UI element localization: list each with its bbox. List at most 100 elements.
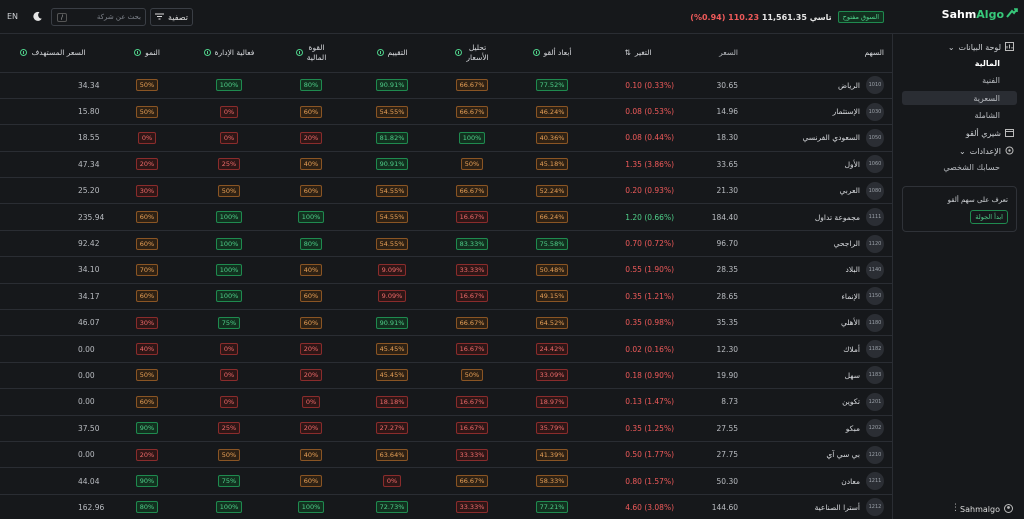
score-pill: 16.67% [455,422,489,435]
stock-name[interactable]: الإنماء [841,291,860,301]
table-row[interactable]: 1180 الأهلي 35.35 0.35 (0.98%) 64.52% 66.67% 9… [0,309,892,337]
stock-name[interactable]: البلاد [845,265,860,275]
target-price: 92.42 [0,230,106,258]
stock-price: 14.96 [684,98,742,126]
col-stock[interactable]: السهم [742,34,892,73]
table-row[interactable]: 1060 الأول 33.65 1.35 (3.86%) 45.18% 50% 90.91… [0,151,892,179]
sidebar-item-algo-picks[interactable]: شيري ألقو [966,128,1014,139]
info-icon[interactable] [455,49,463,57]
stock-name[interactable]: سهل [844,370,860,380]
score-pill: 66.67% [455,475,489,488]
score-pill: 41.39% [535,448,569,461]
table-row[interactable]: 1202 مبكو 27.55 0.35 (1.25%) 35.79% 16.67% 27.… [0,415,892,442]
table-row[interactable]: 1212 أسترا الصناعية 144.60 4.60 (3.08%) 77.2… [0,494,892,519]
sidebar-item-price[interactable]: السعرية [973,94,1000,103]
info-icon[interactable] [203,49,211,57]
col-change[interactable]: التغير ⇅ [592,34,684,73]
score-pill: 100% [458,131,486,144]
target-price: 37.50 [0,415,106,442]
logo[interactable]: SahmAlgo [942,8,1018,21]
sidebar-item-technical[interactable]: الفنية [982,76,1000,85]
stock-name[interactable]: الأهلي [840,318,860,328]
col-growth[interactable]: النمو [106,34,188,73]
sidebar-item-financial[interactable]: المالية [974,59,1000,68]
table-row[interactable]: 1210 بي سي آي 27.75 0.50 (1.77%) 41.39% 33.33… [0,441,892,469]
stock-name[interactable]: بي سي آي [826,450,860,460]
score-pill: 45.45% [375,343,409,356]
table-row[interactable]: 1182 أملاك 12.30 0.02 (0.16%) 24.42% 16.67% 45… [0,335,892,363]
stock-name[interactable]: العربي [839,186,860,196]
stock-code-avatar: 1120 [866,234,884,253]
stock-name[interactable]: أسترا الصناعية [814,502,860,512]
stock-name[interactable]: الإستثمار [832,107,860,117]
col-valuation[interactable]: التقييم [352,34,432,73]
stock-code-avatar: 1210 [866,445,884,464]
info-icon[interactable] [295,49,303,57]
stock-price: 21.30 [684,177,742,205]
sort-icon[interactable]: ⇅ [624,47,631,57]
score-pill: 50% [217,184,241,197]
stock-change: 0.08 (0.53%) [592,98,684,126]
target-price: 46.07 [0,309,106,337]
user-menu[interactable]: Sahmalgo ⋮ [893,500,1024,519]
table-row[interactable]: 1120 الراجحي 96.70 0.70 (0.72%) 75.58% 83.33%… [0,230,892,258]
info-icon[interactable] [134,49,142,57]
target-price: 0.00 [0,441,106,469]
stock-name[interactable]: الرياض [838,80,860,90]
score-pill: 0% [219,343,239,356]
score-pill: 33.33% [455,263,489,276]
table-row[interactable]: 1050 السعودي الفرنسي 18.30 0.08 (0.44%) 40.3… [0,124,892,152]
table-row[interactable]: 1201 تكوين 8.73 0.13 (1.47%) 18.97% 16.67% 18.… [0,388,892,416]
stock-price: 28.35 [684,256,742,284]
more-options-icon[interactable]: ⋮ [951,503,960,513]
stock-price: 50.30 [684,467,742,495]
score-pill: 50% [135,79,159,92]
score-pill: 64.52% [535,316,569,329]
sidebar-item-settings[interactable]: الإعدادات ⌄ [959,146,1014,157]
target-price: 0.00 [0,388,106,416]
search-input[interactable] [71,13,141,21]
info-icon[interactable] [532,49,540,57]
table-row[interactable]: 1080 العربي 21.30 0.20 (0.93%) 52.24% 66.67% 5… [0,177,892,205]
table-row[interactable]: 1211 معادن 50.30 0.80 (1.57%) 58.33% 66.67% 0%… [0,467,892,495]
score-pill: 100% [215,79,243,92]
info-icon[interactable] [376,49,384,57]
stock-name[interactable]: السعودي الفرنسي [802,133,860,143]
sidebar-item-comprehensive[interactable]: الشاملة [974,111,1000,120]
table-row[interactable]: 1183 سهل 19.90 0.18 (0.90%) 33.09% 50% 45.45% 2… [0,362,892,390]
info-icon[interactable] [20,49,28,57]
score-pill: 60% [299,475,323,488]
stock-name[interactable]: مجموعة تداول [814,212,860,222]
stock-code-avatar: 1080 [866,181,884,200]
score-pill: 100% [215,290,243,303]
target-price: 0.00 [0,362,106,390]
stock-price: 96.70 [684,230,742,258]
stock-name[interactable]: أملاك [843,344,860,354]
col-financial-power[interactable]: القوة المالية [270,34,352,73]
sidebar-item-profile[interactable]: حسابك الشخصي [943,163,1000,172]
stock-code-avatar: 1010 [866,76,884,95]
col-algo-dims[interactable]: أبعاد ألقو [512,34,592,73]
sidebar-item-dashboard[interactable]: لوحة البيانات ⌄ [948,42,1014,53]
table-row[interactable]: 1111 مجموعة تداول 184.40 1.20 (0.66%) 66.24%… [0,203,892,231]
stock-name[interactable]: مبكو [845,423,860,433]
filter-button[interactable]: تصفية [150,8,193,26]
col-price[interactable]: السعر [684,34,742,73]
stock-change: 0.50 (1.77%) [592,441,684,469]
col-price-analysis[interactable]: تحليل الأسعار [432,34,512,73]
table-row[interactable]: 1140 البلاد 28.35 0.55 (1.90%) 50.48% 33.33% 9… [0,256,892,284]
table-row[interactable]: 1150 الإنماء 28.65 0.35 (1.21%) 49.15% 16.67%… [0,283,892,311]
stock-name[interactable]: الراجحي [833,239,860,249]
search-box[interactable]: / [51,8,146,26]
start-tour-button[interactable]: ابدأ الجولة [970,210,1008,224]
col-management[interactable]: فعالية الإدارة [188,34,270,73]
stock-name[interactable]: معادن [841,476,860,486]
table-row[interactable]: 1010 الرياض 30.65 0.10 (0.33%) 77.52% 66.67% 9… [0,72,892,99]
table-row[interactable]: 1030 الإستثمار 14.96 0.08 (0.53%) 46.24% 66.6… [0,98,892,126]
col-target-price[interactable]: السعر المستهدف [0,34,106,73]
stock-name[interactable]: تكوين [842,397,860,407]
dark-mode-icon[interactable] [32,11,43,22]
stock-code-avatar: 1182 [866,340,884,359]
stock-name[interactable]: الأول [844,159,860,169]
language-toggle[interactable]: EN [7,12,19,21]
